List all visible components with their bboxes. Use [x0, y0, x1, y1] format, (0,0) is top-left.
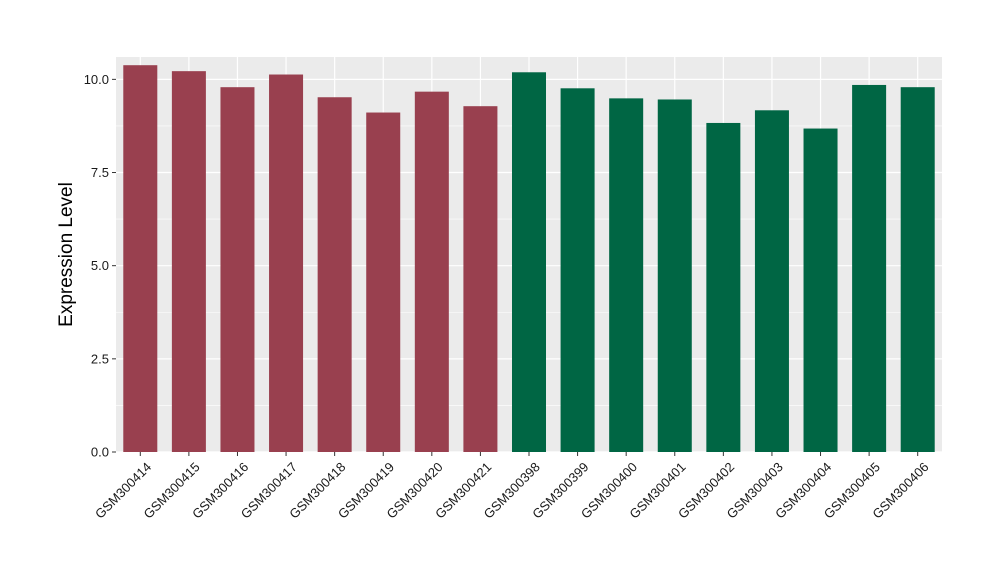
bar-GSM300417 — [269, 74, 304, 452]
y-axis: 0.0 2.5 5.0 7.5 10.0 — [84, 72, 116, 460]
y-tick-label: 2.5 — [91, 351, 109, 366]
bar-GSM300404 — [803, 128, 838, 452]
bar-GSM300418 — [317, 97, 352, 452]
y-tick-label: 10.0 — [84, 72, 109, 87]
bar-GSM300421 — [463, 106, 498, 452]
bar-GSM300415 — [171, 71, 206, 453]
y-axis-title: Expression Level — [56, 182, 77, 327]
bar-GSM300420 — [414, 91, 449, 452]
x-axis: GSM300414GSM300415GSM300416GSM300417GSM3… — [92, 452, 932, 522]
y-tick-label: 0.0 — [91, 445, 109, 460]
bar-GSM300398 — [511, 72, 547, 452]
y-tick-label: 5.0 — [91, 258, 109, 273]
bar-GSM300416 — [220, 87, 255, 452]
y-tick-label: 7.5 — [91, 165, 109, 180]
bar-GSM300401 — [657, 99, 692, 452]
bar-GSM300414 — [123, 65, 158, 452]
bars — [123, 65, 935, 453]
bar-GSM300406 — [900, 87, 935, 452]
bar-GSM300400 — [609, 98, 644, 452]
bar-GSM300402 — [706, 122, 741, 452]
bar-GSM300419 — [366, 112, 401, 452]
bar-GSM300405 — [852, 84, 887, 452]
bar-GSM300399 — [560, 88, 595, 453]
bar-GSM300403 — [754, 110, 789, 453]
